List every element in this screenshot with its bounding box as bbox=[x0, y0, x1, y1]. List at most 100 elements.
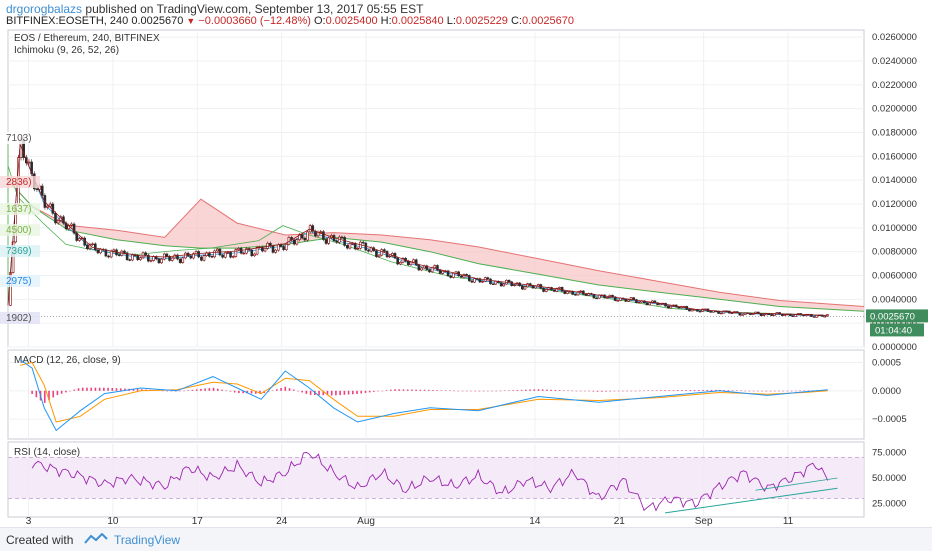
candle-body bbox=[184, 252, 187, 259]
legend-value-label: 1902) bbox=[6, 313, 32, 324]
author-link[interactable]: drgorogbalazs bbox=[6, 2, 83, 16]
candle-body bbox=[523, 286, 527, 290]
tradingview-brand-link[interactable]: TradingView bbox=[114, 533, 181, 547]
histogram-bar bbox=[584, 390, 586, 392]
histogram-bar bbox=[65, 390, 67, 393]
candle-body bbox=[242, 252, 246, 255]
candle-body bbox=[486, 277, 490, 280]
histogram-bar bbox=[807, 390, 810, 391]
base-line bbox=[7, 144, 828, 316]
candle-body bbox=[192, 253, 195, 259]
close-value: 0.0025670 bbox=[521, 15, 574, 27]
histogram-bar bbox=[398, 389, 401, 391]
candle-body bbox=[627, 299, 630, 302]
price-trendline bbox=[755, 477, 838, 491]
x-tick-label: 21 bbox=[614, 516, 626, 527]
candle-body bbox=[314, 230, 317, 237]
low-label: L: bbox=[446, 15, 456, 27]
conversion-line bbox=[7, 144, 828, 317]
candle-body bbox=[377, 254, 381, 257]
histogram-bar bbox=[225, 390, 228, 392]
candle-body bbox=[555, 288, 559, 292]
candle-body bbox=[669, 305, 673, 309]
histogram-bar bbox=[465, 390, 468, 392]
histogram-bar bbox=[77, 388, 80, 391]
histogram-bar bbox=[470, 390, 472, 392]
candle-body bbox=[521, 285, 524, 290]
candle-body bbox=[194, 251, 198, 254]
candle-body bbox=[518, 282, 521, 287]
x-tick-label: 24 bbox=[276, 516, 288, 527]
histogram-bar bbox=[803, 390, 806, 391]
candle-body bbox=[353, 243, 357, 250]
histogram-bar bbox=[533, 389, 536, 391]
x-tick-label: 3 bbox=[26, 516, 32, 527]
candle-body bbox=[465, 274, 468, 276]
leading-span-a-line bbox=[7, 179, 865, 312]
histogram-bar bbox=[550, 389, 552, 391]
histogram-bar bbox=[710, 389, 713, 391]
histogram-bar bbox=[69, 390, 71, 392]
signal-line bbox=[19, 361, 828, 423]
candle-body bbox=[481, 281, 484, 283]
rsi-y-tick-label: 50.0000 bbox=[872, 473, 906, 484]
candle-body bbox=[277, 244, 280, 251]
candle-body bbox=[93, 243, 97, 251]
candle-body bbox=[345, 245, 349, 249]
candle-body bbox=[489, 278, 492, 285]
histogram-bar bbox=[385, 390, 388, 391]
down-arrow-icon: ▼ bbox=[186, 16, 196, 26]
candle-body bbox=[147, 254, 150, 262]
y-tick-label: 0.0080000 bbox=[872, 247, 917, 258]
candle-body bbox=[430, 267, 434, 273]
histogram-bar bbox=[579, 390, 582, 392]
candle-body bbox=[499, 282, 503, 287]
x-tick-label: 11 bbox=[783, 516, 794, 527]
histogram-bar bbox=[347, 390, 350, 395]
candle-body bbox=[86, 244, 89, 250]
histogram-bar bbox=[740, 390, 742, 392]
x-tick-label: Sep bbox=[695, 516, 713, 527]
histogram-bar bbox=[461, 390, 464, 392]
candle-body bbox=[340, 236, 344, 239]
candle-body bbox=[552, 289, 556, 292]
candle-body bbox=[237, 247, 240, 250]
histogram-bar bbox=[250, 390, 253, 394]
histogram-bar bbox=[94, 387, 97, 391]
histogram-bar bbox=[520, 389, 523, 391]
macd-title: MACD (12, 26, close, 9) bbox=[14, 355, 121, 366]
candle-body bbox=[141, 252, 145, 259]
candle-body bbox=[173, 254, 177, 259]
candle-body bbox=[491, 283, 495, 285]
candle-body bbox=[401, 258, 405, 263]
histogram-bar bbox=[638, 390, 641, 392]
histogram-bar bbox=[111, 388, 114, 391]
candle-body bbox=[632, 297, 636, 300]
histogram-bar bbox=[402, 389, 405, 391]
histogram-bar bbox=[229, 390, 232, 392]
histogram-bar bbox=[124, 388, 126, 391]
candle-body bbox=[738, 312, 742, 316]
histogram-bar bbox=[525, 389, 527, 391]
candle-body bbox=[709, 311, 712, 313]
histogram-bar bbox=[546, 389, 548, 391]
candle-body bbox=[181, 257, 185, 263]
histogram-bar bbox=[98, 387, 101, 391]
legend-value-bg bbox=[0, 132, 40, 144]
histogram-bar bbox=[360, 390, 363, 394]
histogram-bar bbox=[714, 389, 717, 391]
histogram-bar bbox=[719, 389, 721, 391]
histogram-bar bbox=[166, 390, 168, 392]
chart-area[interactable]: 3 10 17 24 Aug 14 21 Sep 11 0.0260000 0.0240000 0.0… bbox=[0, 28, 932, 527]
candle-body bbox=[54, 213, 57, 224]
y-tick-label: 0.0120000 bbox=[872, 199, 917, 210]
histogram-bar bbox=[723, 390, 725, 391]
candle-body bbox=[202, 255, 206, 261]
candle-body bbox=[677, 306, 681, 309]
y-tick-label: 0.0240000 bbox=[872, 56, 917, 67]
histogram-bar bbox=[474, 390, 476, 392]
candle-body bbox=[160, 258, 163, 264]
candle-body bbox=[303, 237, 307, 241]
histogram-bar bbox=[330, 390, 333, 396]
candle-body bbox=[279, 244, 283, 247]
